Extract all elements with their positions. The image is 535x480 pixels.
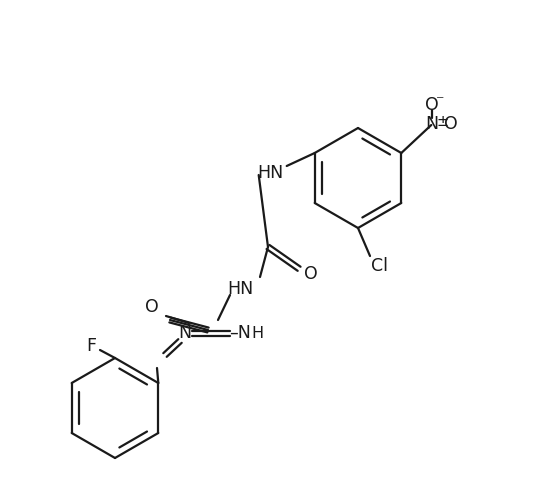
Text: O: O xyxy=(304,265,318,283)
Text: O: O xyxy=(445,115,458,133)
Text: ⁻: ⁻ xyxy=(436,94,445,108)
Text: HN: HN xyxy=(257,164,284,182)
Text: Cl: Cl xyxy=(371,257,388,275)
Text: H: H xyxy=(251,325,263,340)
Text: –N: –N xyxy=(229,324,251,342)
Text: HN: HN xyxy=(227,280,253,298)
Text: O: O xyxy=(145,298,159,316)
Text: ±: ± xyxy=(436,113,448,129)
Text: O: O xyxy=(425,96,439,114)
Text: N: N xyxy=(179,324,192,342)
Text: N: N xyxy=(426,115,439,133)
Text: F: F xyxy=(86,337,96,355)
